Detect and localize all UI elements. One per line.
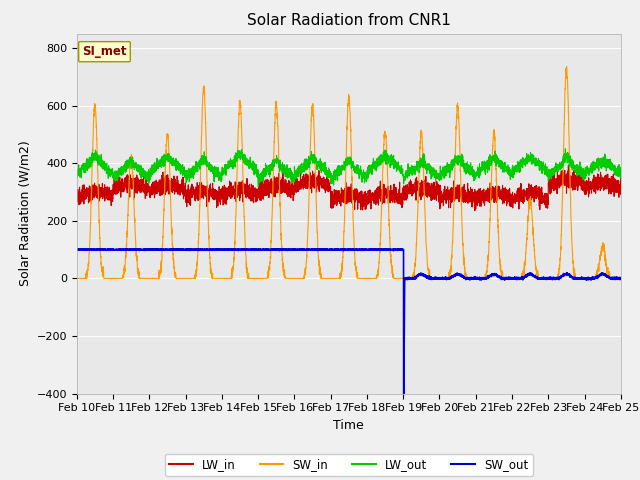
Line: SW_in: SW_in: [77, 67, 621, 278]
LW_in: [171, 191, 179, 197]
LW_in: [502, 190, 509, 196]
Line: LW_out: LW_out: [77, 149, 621, 187]
LW_in: [564, 162, 572, 168]
LW_in: [471, 198, 479, 204]
SW_out: [400, 396, 408, 402]
LW_out: [441, 175, 449, 181]
SW_out: [616, 276, 624, 282]
SW_in: [73, 276, 81, 281]
SW_out: [471, 276, 479, 281]
LW_out: [616, 170, 624, 176]
Y-axis label: Solar Radiation (W/m2): Solar Radiation (W/m2): [18, 141, 31, 287]
SW_out: [329, 247, 337, 252]
Legend: LW_in, SW_in, LW_out, SW_out: LW_in, SW_in, LW_out, SW_out: [164, 454, 533, 476]
SW_in: [563, 64, 570, 70]
SW_in: [616, 276, 624, 281]
LW_out: [255, 184, 262, 190]
SW_in: [471, 276, 479, 281]
LW_in: [471, 208, 479, 214]
SW_out: [502, 275, 509, 281]
LW_out: [471, 172, 479, 178]
SW_in: [328, 276, 336, 281]
SW_in: [502, 276, 509, 281]
LW_in: [617, 192, 625, 198]
SW_out: [171, 246, 179, 252]
LW_out: [329, 175, 337, 181]
LW_in: [73, 194, 81, 200]
SW_out: [73, 247, 81, 253]
Text: SI_met: SI_met: [82, 45, 127, 58]
SW_in: [617, 276, 625, 281]
SW_in: [171, 270, 179, 276]
Line: LW_in: LW_in: [77, 165, 621, 211]
LW_out: [502, 167, 509, 173]
LW_in: [440, 191, 448, 197]
LW_out: [171, 163, 179, 168]
X-axis label: Time: Time: [333, 419, 364, 432]
Title: Solar Radiation from CNR1: Solar Radiation from CNR1: [247, 13, 451, 28]
SW_in: [440, 276, 448, 281]
Line: SW_out: SW_out: [77, 249, 621, 399]
SW_out: [617, 276, 625, 281]
SW_out: [441, 275, 449, 281]
SW_out: [96, 246, 104, 252]
LW_in: [616, 179, 624, 184]
LW_out: [561, 146, 569, 152]
LW_out: [617, 175, 625, 180]
LW_in: [328, 199, 336, 205]
LW_out: [73, 168, 81, 174]
